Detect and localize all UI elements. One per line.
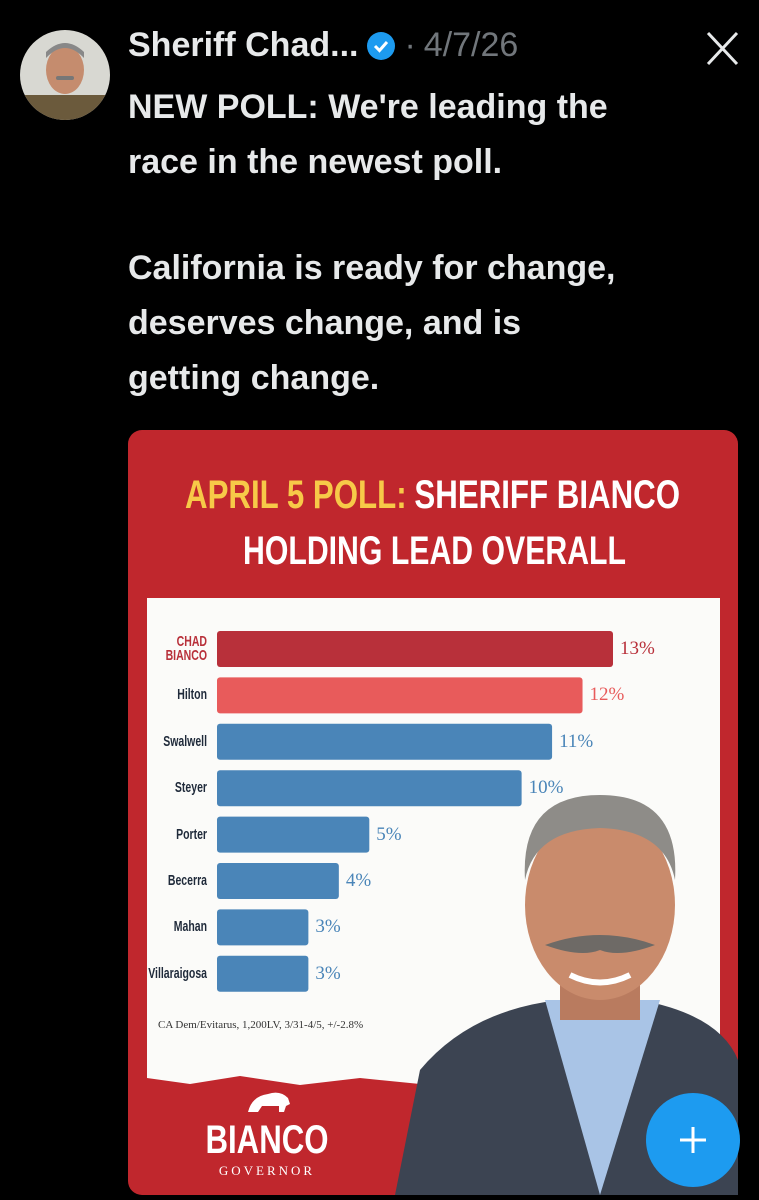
title-line: APRIL 5 POLL:SHERIFF BIANCO xyxy=(185,473,680,517)
category-label: Villaraigosa xyxy=(148,964,207,982)
tweet-line: getting change. xyxy=(128,359,380,397)
category-label: Porter xyxy=(176,825,207,843)
value-label: 5% xyxy=(376,823,402,845)
value-label: 12% xyxy=(589,684,625,706)
value-label: 3% xyxy=(315,916,341,938)
author-name[interactable]: Sheriff Chad... xyxy=(128,26,359,64)
bar xyxy=(217,631,613,667)
bar xyxy=(217,816,370,853)
bar-group xyxy=(217,631,613,992)
category-label: CHAD BIANCO xyxy=(165,633,207,664)
bar xyxy=(217,723,553,760)
title-part: APRIL 5 POLL: xyxy=(185,473,407,517)
verified-badge xyxy=(367,31,396,60)
chart-source: CA Dem/Evitarus, 1,200LV, 3/31-4/5, +/-2… xyxy=(158,1019,364,1031)
tweet-line: race in the newest poll. xyxy=(128,143,503,181)
logo-office: GOVERNOR xyxy=(218,1163,316,1178)
value-label: 4% xyxy=(345,870,372,891)
value-label: 13% xyxy=(620,638,655,659)
category-label: Hilton xyxy=(177,686,207,704)
category-label: Mahan xyxy=(173,918,207,936)
chart-title: APRIL 5 POLL:SHERIFF BIANCO HOLDING LEAD … xyxy=(185,473,680,573)
bear-logo xyxy=(248,1092,290,1112)
bar xyxy=(217,909,309,946)
x-logo[interactable] xyxy=(706,31,739,66)
category-label: Becerra xyxy=(167,872,207,889)
bar xyxy=(217,770,522,807)
title-part: HOLDING LEAD OVERALL xyxy=(243,529,626,573)
tweet-line: California is ready for change, xyxy=(128,249,616,287)
value-label: 3% xyxy=(315,962,341,984)
tweet-line: deserves change, and is xyxy=(128,304,522,342)
logo-name: BIANCO xyxy=(205,1118,329,1162)
tweet-line: NEW POLL: We're leading the xyxy=(128,88,608,126)
tweet-header: Sheriff Chad... · 4/7/26 xyxy=(128,26,518,65)
value-label: 11% xyxy=(559,730,594,752)
separator: · xyxy=(404,26,416,64)
bar xyxy=(217,677,583,714)
title-part: SHERIFF BIANCO xyxy=(414,473,680,517)
title-line: HOLDING LEAD OVERALL xyxy=(243,529,626,573)
compose-button[interactable] xyxy=(646,1093,740,1187)
value-label: 10% xyxy=(528,777,564,799)
avatar[interactable] xyxy=(20,30,110,125)
bar xyxy=(217,955,309,992)
category-label: Steyer xyxy=(174,779,207,797)
tweet-date[interactable]: 4/7/26 xyxy=(423,26,519,64)
bar xyxy=(217,863,339,899)
category-label: Swalwell xyxy=(163,732,207,750)
